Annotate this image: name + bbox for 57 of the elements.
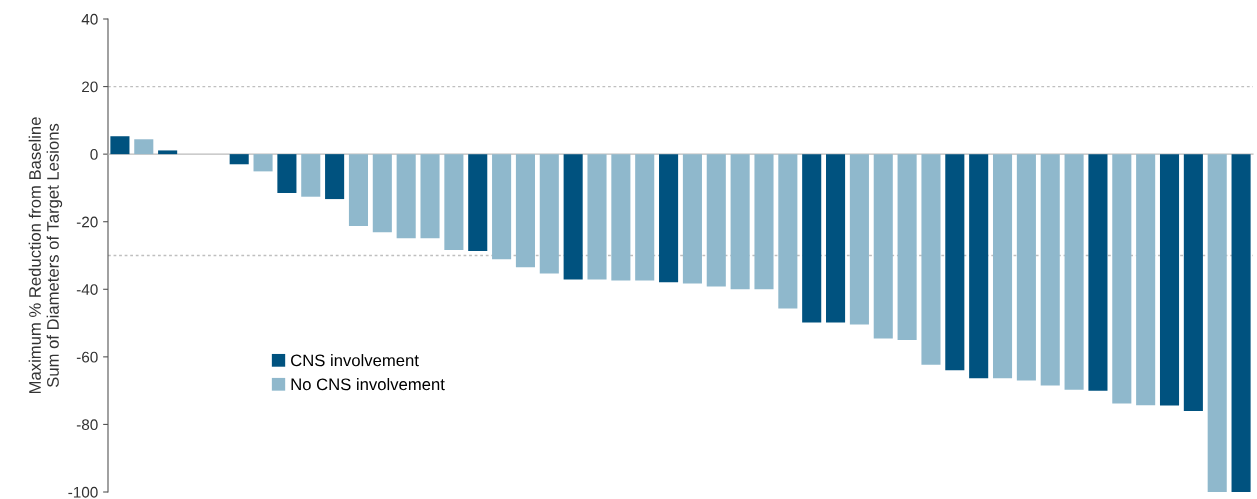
bar bbox=[778, 154, 798, 309]
bar bbox=[1064, 154, 1084, 390]
y-tick-label: -20 bbox=[76, 216, 98, 228]
y-tick-label: -60 bbox=[76, 351, 98, 363]
bar bbox=[515, 154, 535, 268]
bar bbox=[1136, 154, 1156, 406]
bar bbox=[1040, 154, 1060, 386]
bar bbox=[730, 154, 750, 290]
bar bbox=[372, 154, 392, 233]
bar bbox=[945, 154, 965, 371]
bar bbox=[826, 154, 846, 323]
bar bbox=[1207, 154, 1227, 492]
bar bbox=[158, 150, 178, 155]
bar bbox=[468, 154, 488, 252]
y-tick-label: 0 bbox=[90, 149, 98, 160]
bar bbox=[587, 154, 607, 280]
bar bbox=[539, 154, 559, 274]
bar bbox=[921, 154, 941, 365]
bar bbox=[563, 154, 583, 280]
y-tick-label: -40 bbox=[76, 284, 98, 295]
y-axis-title: Maximum % Reduction from Baseline Sum of Diameters of Target Lesions bbox=[28, 117, 63, 394]
legend-label: No CNS involvement bbox=[291, 378, 445, 391]
bar bbox=[992, 154, 1013, 379]
bar bbox=[420, 154, 440, 239]
bar bbox=[110, 136, 130, 155]
bar bbox=[1112, 154, 1132, 404]
bar bbox=[301, 154, 321, 197]
bar bbox=[659, 154, 679, 283]
bar bbox=[253, 154, 273, 172]
bar bbox=[229, 154, 249, 165]
bar bbox=[1159, 154, 1180, 406]
bar bbox=[492, 154, 512, 260]
y-tick-label: -100 bbox=[68, 486, 98, 498]
bar bbox=[682, 154, 702, 284]
bar bbox=[849, 154, 869, 325]
bar bbox=[444, 154, 464, 251]
bar bbox=[277, 154, 297, 193]
bar bbox=[969, 154, 989, 379]
bar bbox=[873, 154, 893, 339]
bar bbox=[1016, 154, 1036, 381]
y-tick-label: -80 bbox=[76, 419, 98, 431]
y-tick-label: 20 bbox=[82, 81, 98, 93]
bar bbox=[325, 154, 345, 200]
bar bbox=[1231, 154, 1251, 492]
bar bbox=[611, 154, 631, 281]
bar bbox=[396, 154, 416, 239]
bar bbox=[1088, 154, 1108, 391]
bar bbox=[134, 139, 154, 155]
bar bbox=[754, 154, 774, 290]
bar bbox=[897, 154, 917, 340]
bar bbox=[802, 154, 822, 323]
y-tick-label: 40 bbox=[81, 13, 98, 25]
bar bbox=[1183, 154, 1203, 411]
legend-label: CNS involvement bbox=[291, 354, 419, 367]
bar bbox=[635, 154, 655, 281]
bar bbox=[706, 154, 726, 287]
bar bbox=[348, 154, 369, 227]
